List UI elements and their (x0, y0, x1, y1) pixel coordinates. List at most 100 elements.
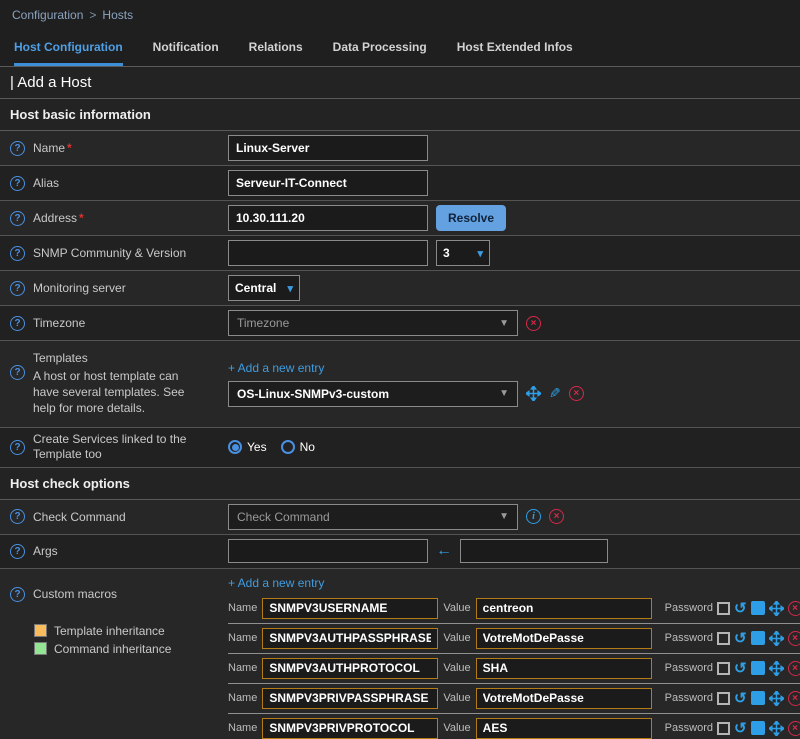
undo-icon[interactable]: ↺ (733, 660, 747, 678)
breadcrumb-configuration[interactable]: Configuration (12, 8, 84, 22)
delete-icon[interactable]: × (787, 630, 800, 646)
breadcrumb-hosts[interactable]: Hosts (102, 8, 134, 22)
macro-value-input[interactable] (475, 627, 652, 649)
undo-icon[interactable]: ↺ (733, 600, 747, 618)
delete-icon[interactable]: × (787, 600, 800, 616)
help-icon[interactable]: ? (10, 365, 25, 380)
clear-icon[interactable]: × (526, 315, 541, 331)
snmp-version-select[interactable]: 3 ▾ (436, 240, 490, 266)
macro-password-label: Password (664, 632, 713, 645)
macro-name-input[interactable] (262, 657, 439, 679)
undo-icon[interactable]: ↺ (733, 690, 747, 708)
row-name: ? Name * (0, 131, 800, 166)
resolve-button[interactable]: Resolve (436, 205, 507, 231)
timezone-select[interactable]: Timezone ▼ (228, 310, 518, 336)
caret-down-icon: ▼ (499, 317, 509, 329)
delete-icon[interactable]: × (787, 660, 800, 676)
delete-icon[interactable]: × (787, 720, 800, 736)
args-input-1[interactable] (228, 539, 428, 564)
tab-bar: Host Configuration Notification Relation… (0, 28, 800, 67)
help-icon[interactable]: ? (10, 280, 25, 296)
row-snmp: ? SNMP Community & Version 3 ▾ (0, 236, 800, 271)
breadcrumb: Configuration > Hosts (0, 0, 800, 28)
command-inheritance-swatch (34, 642, 47, 656)
tab-data-processing[interactable]: Data Processing (332, 40, 427, 54)
chevron-down-icon: ▾ (287, 282, 293, 295)
row-custom-macros: ? Custom macros Template inheritance Com… (0, 568, 800, 739)
name-input[interactable] (228, 135, 428, 161)
macro-name-label: Name (228, 632, 258, 645)
move-icon[interactable] (768, 660, 784, 676)
help-icon[interactable]: ? (10, 439, 25, 455)
macro-name-input[interactable] (262, 717, 439, 739)
row-templates: ? Templates A host or host template can … (0, 341, 800, 428)
templates-label: Templates (33, 351, 88, 365)
password-checkbox[interactable] (716, 661, 730, 675)
move-icon[interactable] (768, 690, 784, 706)
help-icon[interactable]: ? (10, 245, 25, 261)
macro-name-input[interactable] (262, 627, 439, 649)
move-icon[interactable] (526, 386, 541, 402)
args-input-2[interactable] (460, 539, 608, 564)
help-icon[interactable]: ? (10, 315, 25, 331)
undo-icon[interactable]: ↺ (733, 720, 747, 738)
macro-name-input[interactable] (262, 687, 439, 709)
macros-add-entry-link[interactable]: + Add a new entry (228, 575, 325, 590)
password-checkbox[interactable] (716, 601, 730, 615)
description-icon[interactable] (750, 691, 765, 706)
snmp-community-input[interactable] (228, 240, 428, 266)
alias-input[interactable] (228, 170, 428, 196)
macro-value-input[interactable] (475, 597, 652, 619)
monitoring-server-select[interactable]: Central ▾ (228, 275, 300, 301)
macro-row: Name Value Password ↺ × (228, 654, 800, 684)
move-icon[interactable] (768, 600, 784, 616)
macro-legend: Template inheritance Command inheritance (34, 624, 171, 656)
description-icon[interactable] (750, 601, 765, 616)
help-icon[interactable]: ? (10, 509, 25, 525)
help-icon[interactable]: ? (10, 140, 25, 156)
radio-no-label: No (299, 440, 315, 455)
tab-notification[interactable]: Notification (152, 40, 219, 54)
macro-value-input[interactable] (475, 717, 652, 739)
radio-yes-label: Yes (247, 440, 267, 455)
clear-icon[interactable]: × (549, 509, 564, 525)
tab-relations[interactable]: Relations (248, 40, 303, 54)
password-checkbox[interactable] (716, 631, 730, 645)
template-select[interactable]: OS-Linux-SNMPv3-custom ▼ (228, 380, 518, 407)
legend-command-inheritance: Command inheritance (34, 642, 171, 656)
macro-value-input[interactable] (475, 687, 652, 709)
description-icon[interactable] (750, 661, 765, 676)
move-icon[interactable] (768, 720, 784, 736)
macro-value-input[interactable] (475, 657, 652, 679)
radio-no[interactable]: No (280, 440, 315, 455)
description-icon[interactable] (750, 631, 765, 646)
delete-icon[interactable]: × (568, 386, 584, 402)
arrow-left-icon: ← (436, 542, 452, 560)
tab-host-configuration[interactable]: Host Configuration (14, 40, 123, 66)
address-input[interactable] (228, 205, 428, 231)
macro-name-input[interactable] (262, 597, 439, 619)
edit-icon[interactable]: ✎ (549, 385, 561, 402)
help-icon[interactable]: ? (10, 175, 25, 191)
section-host-basic-information: Host basic information (0, 99, 800, 131)
args-label: Args (33, 544, 58, 559)
check-command-select[interactable]: Check Command ▼ (228, 503, 518, 530)
description-icon[interactable] (750, 721, 765, 736)
tab-host-extended-infos[interactable]: Host Extended Infos (456, 40, 573, 54)
legend-label: Command inheritance (54, 641, 172, 656)
info-icon[interactable]: i (526, 509, 541, 525)
move-icon[interactable] (768, 630, 784, 646)
undo-icon[interactable]: ↺ (733, 630, 747, 648)
macro-row: Name Value Password ↺ × (228, 594, 800, 624)
help-icon[interactable]: ? (10, 210, 25, 226)
delete-icon[interactable]: × (787, 690, 800, 706)
help-icon[interactable]: ? (10, 543, 25, 559)
help-icon[interactable]: ? (10, 586, 25, 602)
radio-yes[interactable]: Yes (228, 440, 267, 455)
macro-name-label: Name (228, 662, 258, 675)
password-checkbox[interactable] (716, 691, 730, 705)
templates-add-entry-link[interactable]: + Add a new entry (228, 360, 325, 375)
password-checkbox[interactable] (716, 721, 730, 735)
caret-down-icon: ▼ (499, 511, 509, 523)
row-create-services: ? Create Services linked to the Template… (0, 427, 800, 468)
